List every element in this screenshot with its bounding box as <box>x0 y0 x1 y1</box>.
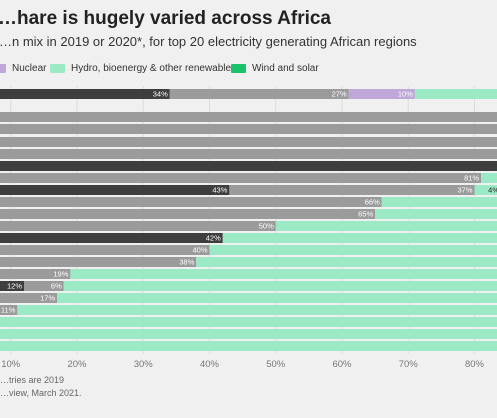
legend-swatch-nuclear <box>0 63 6 73</box>
bar-data-label: 6% <box>51 282 62 291</box>
x-tick-label: 40% <box>200 359 220 370</box>
bar-segment-gas-oil <box>169 89 349 99</box>
bar-segment-gas-oil <box>24 281 64 291</box>
x-tick-label: 60% <box>332 359 352 370</box>
bar-data-label: 19% <box>53 270 68 279</box>
bar-segment-renewables <box>17 305 497 315</box>
chart-title: …hare is hugely varied across Africa <box>0 8 332 29</box>
legend-item-hydro: Hydro, bioenergy & other renewables <box>50 62 236 74</box>
bar-segment-gas-oil <box>0 221 276 231</box>
bar-segment-gas-oil <box>0 124 497 134</box>
bar-data-label: 65% <box>358 210 373 219</box>
bar-segment-renewables <box>481 173 497 183</box>
bar-segment-gas-oil <box>0 305 18 315</box>
bar-segment-renewables <box>0 329 497 339</box>
legend-swatch-wind-solar <box>231 63 246 73</box>
bar-segment-coal <box>0 185 230 195</box>
bar-segment-renewables <box>70 269 497 279</box>
chart-subtitle: …n mix in 2019 or 2020*, for top 20 elec… <box>0 34 417 49</box>
bar-segment-renewables <box>275 221 497 231</box>
bar-data-label: 40% <box>192 246 207 255</box>
legend-swatch-hydro <box>50 63 65 73</box>
legend-label-wind-solar: Wind and solar <box>252 62 319 74</box>
bar-data-label: 12% <box>7 282 22 291</box>
bar-data-label: 38% <box>179 258 194 267</box>
bar-segment-gas-oil <box>0 149 497 159</box>
legend-label-nuclear: Nuclear <box>12 62 47 74</box>
legend-item-wind-solar: Wind and solar <box>231 62 319 74</box>
bar-segment-gas-oil <box>0 257 197 267</box>
bar-segment-renewables <box>57 293 497 303</box>
bar-data-label: 42% <box>206 234 221 243</box>
bar-segment-renewables <box>209 245 497 255</box>
bar-segment-gas-oil <box>0 209 376 219</box>
bar-data-label: 4% <box>488 186 497 195</box>
bar-segment-renewables <box>414 89 497 99</box>
bar-segment-gas-oil <box>229 185 475 195</box>
bar-data-label: 50% <box>259 222 274 231</box>
bar-data-label: 10% <box>398 90 413 99</box>
bar-segment-renewables <box>0 341 497 351</box>
bar-segment-gas-oil <box>0 137 497 147</box>
x-tick-label: 50% <box>266 359 286 370</box>
x-tick-label: 70% <box>399 359 419 370</box>
bar-data-label: 37% <box>457 186 472 195</box>
bar-segment-gas-oil <box>0 293 58 303</box>
bar-segment-gas-oil <box>0 197 382 207</box>
x-tick-label: 10% <box>1 359 21 370</box>
bar-segment-renewables <box>474 185 497 195</box>
x-tick-label: 30% <box>134 359 154 370</box>
bar-segment-renewables <box>381 197 497 207</box>
bar-segment-coal <box>0 89 170 99</box>
bar-data-label: 66% <box>365 198 380 207</box>
bar-segment-coal <box>0 161 497 171</box>
bar-segment-nuclear <box>348 89 415 99</box>
bar-data-label: 17% <box>40 294 55 303</box>
bar-segment-gas-oil <box>0 173 482 183</box>
bar-segment-gas-oil <box>0 269 71 279</box>
bar-segment-renewables <box>196 257 497 267</box>
bar-data-label: 43% <box>212 186 227 195</box>
bar-segment-gas-oil <box>0 112 497 122</box>
bar-segment-renewables <box>63 281 497 291</box>
bar-segment-renewables <box>0 317 497 327</box>
legend-label-hydro: Hydro, bioenergy & other renewables <box>71 62 237 74</box>
footnote-data-year: …tries are 2019 <box>0 375 65 385</box>
legend-item-nuclear: Nuclear <box>0 62 46 74</box>
bar-segment-renewables <box>222 233 497 243</box>
bar-segment-coal <box>0 281 24 291</box>
footnote-source: …view, March 2021. <box>0 388 82 398</box>
x-tick-label: 80% <box>465 359 485 370</box>
x-tick-label: 20% <box>67 359 87 370</box>
bar-data-label: 34% <box>153 90 168 99</box>
bar-data-label: 27% <box>332 90 347 99</box>
bar-data-label: 81% <box>464 174 479 183</box>
bar-segment-renewables <box>375 209 497 219</box>
bar-data-label: 11% <box>1 306 16 315</box>
bar-segment-coal <box>0 233 223 243</box>
bar-segment-gas-oil <box>0 245 210 255</box>
